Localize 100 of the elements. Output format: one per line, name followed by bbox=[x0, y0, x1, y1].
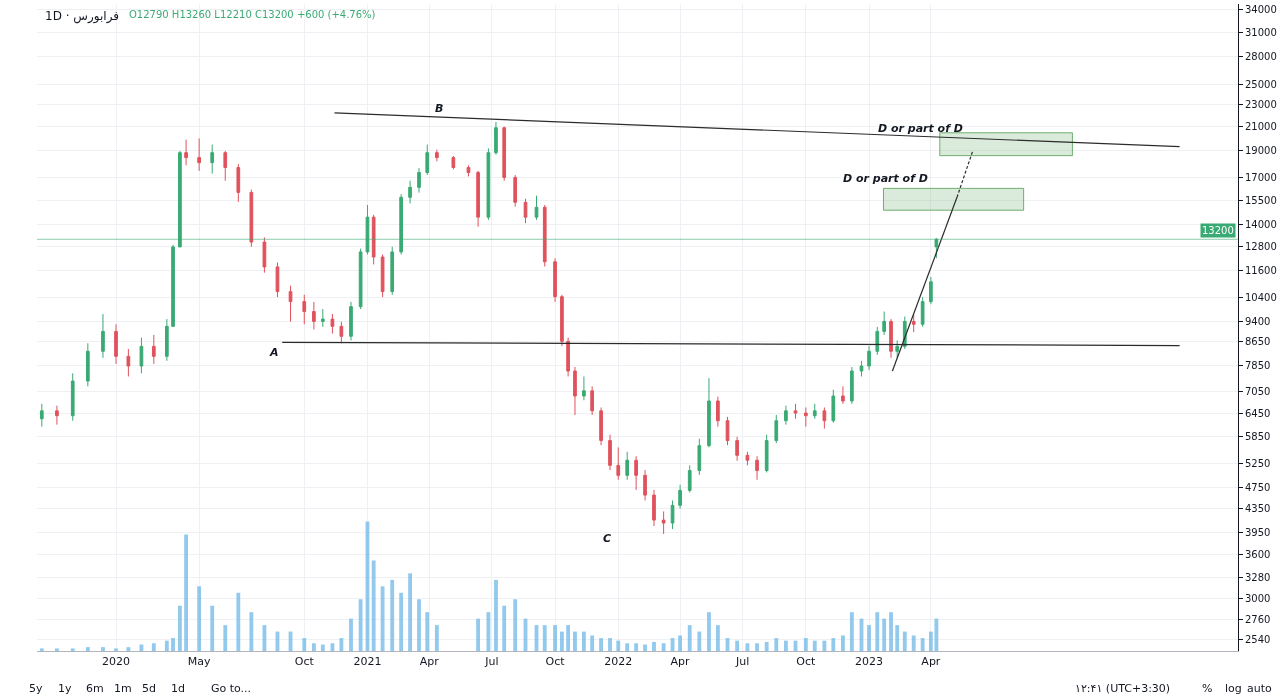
bar bbox=[390, 579, 395, 651]
bar bbox=[764, 641, 769, 651]
text: log bbox=[1225, 682, 1242, 695]
text: ۱۲:۴۱ (UTC+3:30) bbox=[1075, 682, 1171, 695]
candlestick bbox=[151, 334, 156, 365]
candlestick bbox=[929, 276, 933, 305]
y-tick-label: 8650 bbox=[1245, 336, 1271, 348]
candlestick bbox=[911, 313, 916, 333]
x-tick-label: 2021 bbox=[353, 655, 382, 669]
bar bbox=[184, 534, 189, 651]
candlestick bbox=[582, 375, 586, 401]
bar bbox=[643, 644, 647, 651]
text: % bbox=[1202, 682, 1213, 695]
candlestick bbox=[262, 236, 267, 274]
candlestick bbox=[302, 294, 307, 325]
bar bbox=[171, 638, 175, 651]
bar bbox=[311, 643, 316, 651]
bar bbox=[661, 643, 666, 651]
bar bbox=[902, 631, 907, 651]
bar bbox=[197, 586, 202, 651]
candlestick bbox=[764, 434, 769, 473]
text: 1m bbox=[114, 682, 132, 695]
candlestick bbox=[494, 121, 498, 156]
candlestick bbox=[390, 246, 395, 296]
x-tick-label: Oct bbox=[796, 655, 817, 669]
candlestick bbox=[608, 434, 612, 471]
bar bbox=[542, 625, 547, 651]
y-tick-label: 15500 bbox=[1245, 194, 1277, 206]
candlestick bbox=[312, 301, 316, 331]
bar bbox=[867, 625, 871, 651]
text: 6m bbox=[86, 682, 104, 695]
bar bbox=[735, 640, 740, 651]
bar bbox=[513, 599, 518, 651]
candlestick bbox=[867, 345, 871, 371]
bar bbox=[151, 643, 156, 651]
candlestick bbox=[126, 348, 131, 377]
chart-title: فرابورس · 1D bbox=[45, 9, 119, 24]
candlestick bbox=[236, 163, 241, 203]
candlestick bbox=[249, 189, 254, 248]
y-tick-label: 2540 bbox=[1245, 633, 1271, 645]
candlestick bbox=[803, 407, 808, 428]
bar bbox=[581, 631, 586, 651]
bar bbox=[697, 631, 702, 651]
text: 5d bbox=[142, 682, 156, 695]
bar bbox=[634, 643, 639, 651]
candlestick bbox=[486, 147, 491, 221]
candlestick bbox=[365, 204, 370, 255]
candlestick bbox=[101, 313, 105, 359]
candlestick bbox=[735, 436, 739, 462]
bar bbox=[70, 648, 75, 651]
y-tick-label: 28000 bbox=[1245, 51, 1277, 63]
candlestick bbox=[859, 360, 864, 377]
y-tick-label: 34000 bbox=[1245, 4, 1277, 16]
bar bbox=[126, 647, 131, 651]
candlestick bbox=[165, 318, 169, 362]
bar bbox=[608, 638, 612, 651]
y-tick-label: 23000 bbox=[1245, 99, 1277, 111]
bar bbox=[101, 647, 105, 651]
bar bbox=[849, 612, 854, 651]
y-tick-label: 14000 bbox=[1245, 219, 1277, 231]
candlestick bbox=[466, 164, 471, 177]
candlestick bbox=[725, 416, 730, 446]
candlestick bbox=[616, 446, 621, 481]
candlestick bbox=[793, 403, 798, 420]
candlestick bbox=[553, 257, 557, 303]
annotation: A bbox=[269, 346, 279, 359]
bar bbox=[707, 612, 711, 651]
bar bbox=[434, 625, 439, 651]
y-tick-label: 10400 bbox=[1245, 291, 1277, 303]
bar bbox=[339, 638, 344, 651]
text: 5y bbox=[29, 682, 43, 695]
candlestick bbox=[39, 403, 44, 428]
candlestick bbox=[288, 285, 293, 323]
candlestick bbox=[70, 372, 75, 422]
bar bbox=[812, 640, 817, 651]
bar bbox=[783, 640, 788, 651]
bar bbox=[236, 592, 241, 651]
candlestick bbox=[114, 323, 118, 365]
bar bbox=[678, 635, 683, 651]
candlestick bbox=[875, 326, 880, 356]
candlestick bbox=[661, 510, 666, 535]
candlestick bbox=[707, 377, 711, 448]
candlestick bbox=[425, 144, 430, 176]
candlestick bbox=[223, 150, 228, 182]
y-tick-label: 11600 bbox=[1245, 265, 1277, 277]
bar bbox=[302, 638, 307, 651]
bar bbox=[358, 599, 363, 651]
candlestick bbox=[560, 294, 564, 347]
annotation: C bbox=[603, 532, 612, 545]
candlestick bbox=[745, 451, 750, 466]
candlestick bbox=[841, 385, 845, 405]
candlestick bbox=[451, 155, 456, 170]
bar bbox=[39, 648, 44, 651]
y-tick-label: 25000 bbox=[1245, 78, 1277, 90]
y-tick-label: 17000 bbox=[1245, 172, 1277, 184]
bar bbox=[566, 625, 571, 651]
bar bbox=[803, 638, 808, 651]
candlestick bbox=[513, 174, 518, 208]
bar bbox=[625, 643, 630, 651]
bar bbox=[573, 631, 577, 651]
